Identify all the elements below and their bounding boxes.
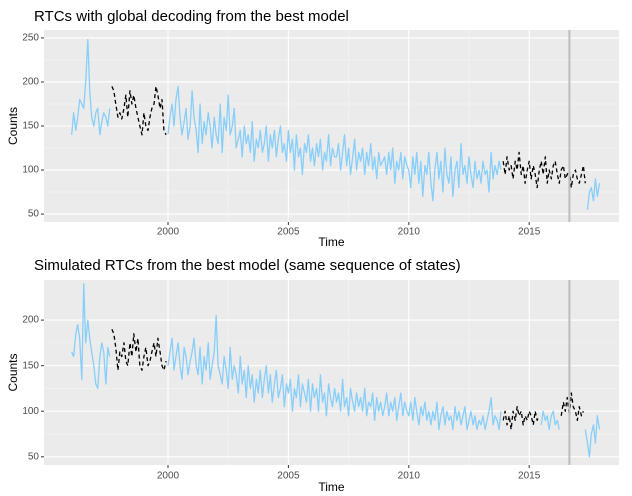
x-tick-label: 2010 [398,471,421,482]
series-line [71,39,601,210]
y-tick-label: 50 [28,451,40,462]
x-axis-title: Time [318,480,345,494]
plot-background [44,280,619,465]
y-tick-label: 50 [28,209,40,220]
x-tick-label: 2000 [157,471,180,482]
y-tick-label: 200 [22,77,39,88]
y-tick-label: 150 [22,360,39,371]
y-tick-label: 200 [22,315,39,326]
chart-title: Simulated RTCs from the best model (same… [34,257,461,274]
x-tick-label: 2010 [398,227,421,238]
x-tick-label: 2015 [518,227,541,238]
x-tick-label: 2015 [518,471,541,482]
series-line [111,328,584,431]
x-tick-label: 2000 [157,227,180,238]
y-tick-label: 250 [22,33,39,44]
series-line [71,283,601,458]
chart-title: RTCs with global decoding from the best … [34,8,349,25]
y-axis-title: Counts [6,353,20,391]
x-axis-title: Time [318,235,345,249]
series-line [111,85,586,189]
y-tick-label: 100 [22,165,39,176]
x-tick-label: 2005 [277,227,300,238]
y-axis-title: Counts [6,107,20,145]
y-tick-label: 100 [22,406,39,417]
y-tick-label: 150 [22,121,39,132]
x-tick-label: 2005 [277,471,300,482]
